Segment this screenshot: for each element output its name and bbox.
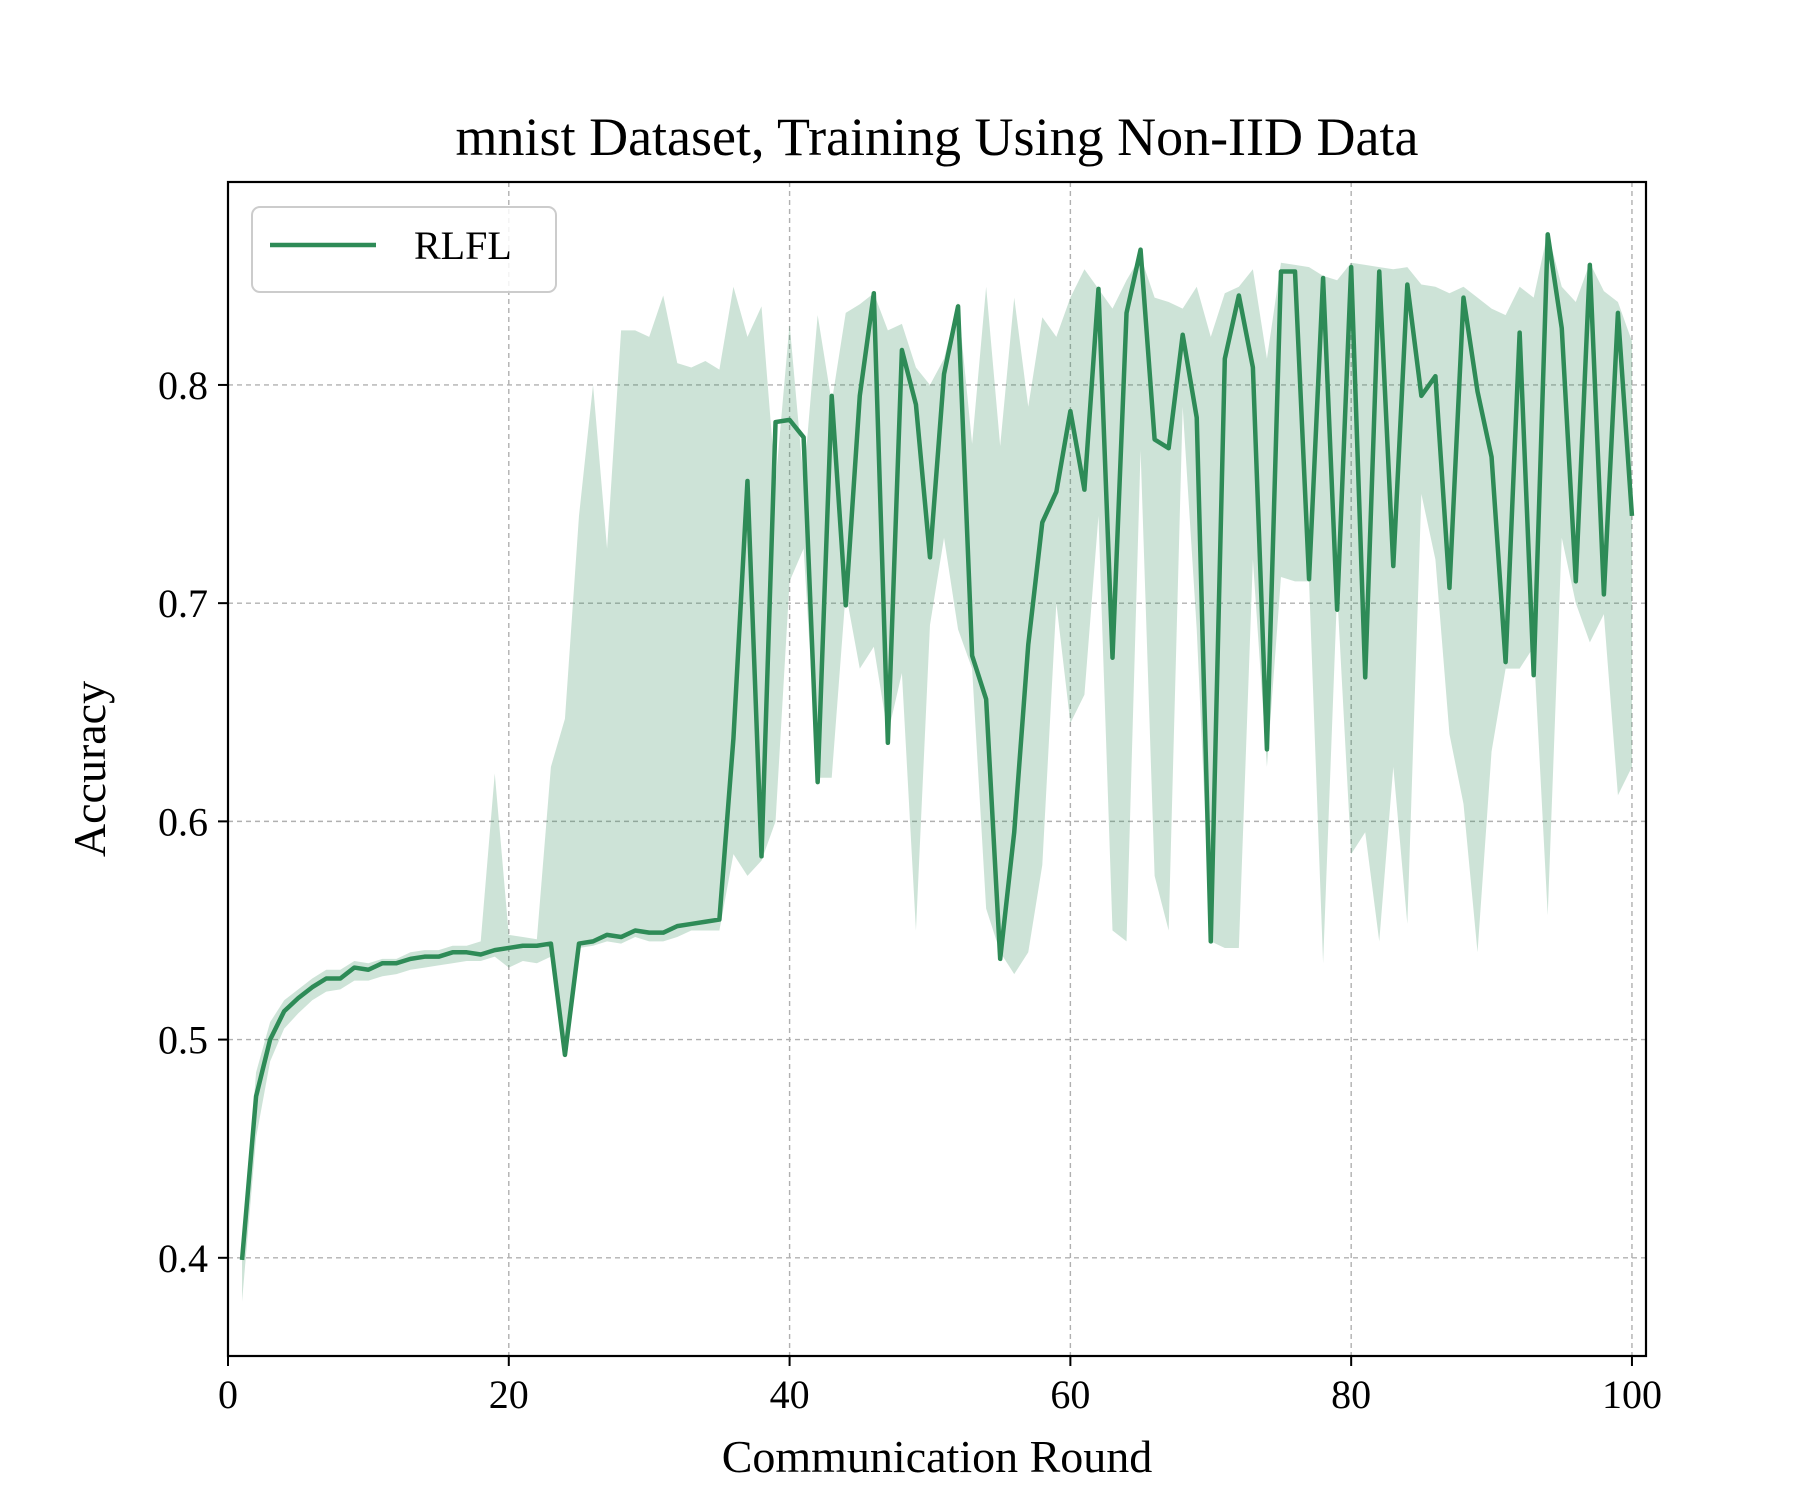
x-tick-label: 100 (1602, 1372, 1662, 1417)
x-tick-label: 0 (218, 1372, 238, 1417)
y-axis-label: Accuracy (64, 681, 115, 857)
legend: RLFL (251, 206, 557, 293)
x-tick-label: 40 (770, 1372, 810, 1417)
x-tick-label: 20 (489, 1372, 529, 1417)
rlfl-variance-band (242, 232, 1632, 1302)
y-tick-label: 0.5 (158, 1018, 208, 1063)
legend-label-rlfl: RLFL (414, 223, 512, 268)
y-tick-label: 0.4 (158, 1236, 208, 1281)
rlfl-series-line (239, 232, 1635, 1261)
y-tick-label: 0.8 (158, 363, 208, 408)
x-axis-label: Communication Round (722, 1431, 1153, 1482)
x-tick-label: 60 (1050, 1372, 1090, 1417)
chart-title: mnist Dataset, Training Using Non-IID Da… (456, 107, 1419, 167)
x-tick-label: 80 (1331, 1372, 1371, 1417)
y-tick-label: 0.6 (158, 799, 208, 844)
axis-ticks: 0 20 40 60 80 100 0.4 0.5 0.6 0.7 0.8 (158, 363, 1662, 1417)
legend-box (251, 206, 557, 293)
plot-frame (226, 180, 1648, 1358)
y-tick-label: 0.7 (158, 581, 208, 626)
